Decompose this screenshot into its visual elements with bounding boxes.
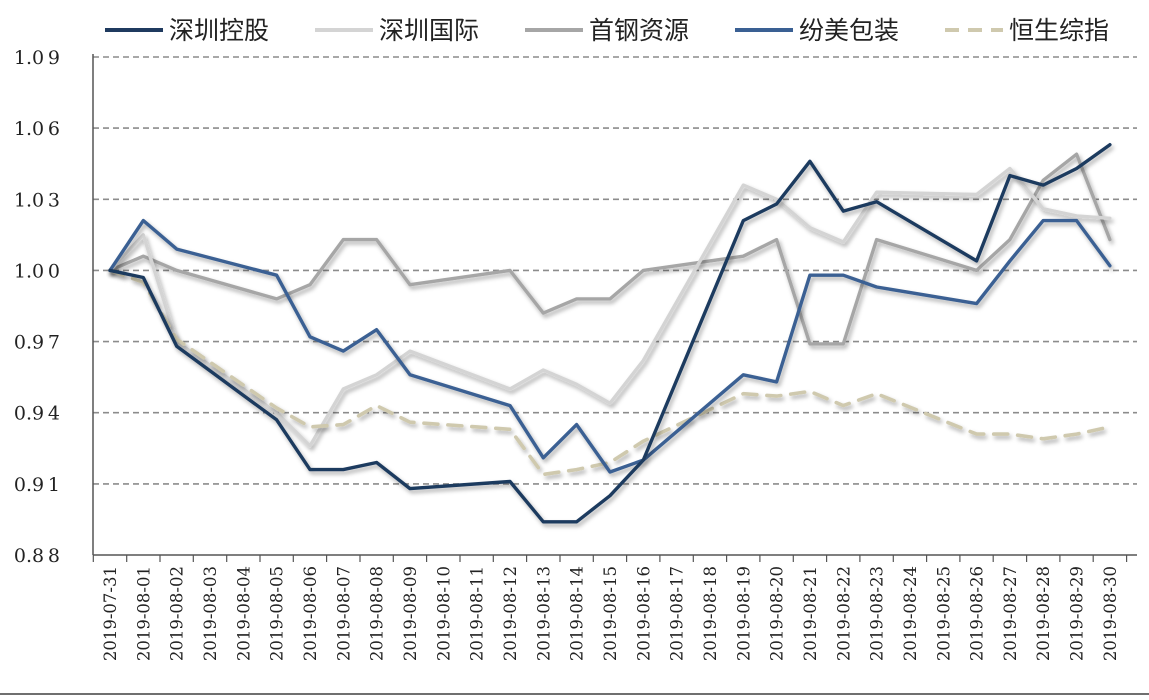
y-tick-label: 0.9 4	[14, 403, 60, 425]
x-tick-label: 2019-08-03	[201, 566, 220, 661]
x-tick-label: 2019-08-22	[834, 566, 853, 661]
x-tick-label: 2019-08-16	[634, 566, 653, 661]
legend-label: 恒生综指	[1009, 16, 1109, 45]
x-tick-label: 2019-08-24	[901, 566, 920, 661]
axes	[92, 54, 1137, 562]
series-line-2	[108, 152, 1112, 346]
x-tick-label: 2019-08-08	[368, 566, 387, 661]
series-line-3	[108, 218, 1112, 474]
y-tick-label: 1.0 6	[14, 118, 60, 140]
legend-label: 纷美包装	[799, 16, 899, 45]
x-tick-label: 2019-08-21	[801, 566, 820, 661]
x-tick-label: 2019-08-13	[534, 566, 553, 661]
x-tick-label: 2019-08-11	[468, 566, 487, 661]
x-tick-label: 2019-08-02	[168, 566, 187, 661]
y-tick-label: 1.0 3	[14, 189, 60, 211]
x-tick-label: 2019-08-23	[868, 566, 887, 661]
x-tick-label: 2019-08-15	[601, 566, 620, 661]
y-tick-label: 1.0 9	[14, 47, 60, 69]
y-tick-label: 1.0 0	[14, 260, 60, 282]
x-tick-label: 2019-08-26	[968, 566, 987, 661]
legend-label: 深圳国际	[379, 16, 479, 45]
y-tick-label: 0.9 1	[14, 474, 60, 496]
x-tick-label: 2019-08-06	[301, 566, 320, 661]
x-axis-tick-labels: 2019-07-31 2019-08-01 2019-08-02 2019-08-03…	[101, 566, 1120, 661]
x-tick-label: 2019-08-14	[568, 566, 587, 661]
y-tick-label: 0.8 8	[14, 545, 60, 567]
y-axis-tick-labels: 0.8 8 0.9 1 0.9 4 0.9 7 1.0 0 1.0 3 1.0 6 1.0 9	[14, 47, 60, 567]
x-tick-label: 2019-08-27	[1001, 566, 1020, 661]
x-tick-label: 2019-07-31	[101, 566, 120, 661]
y-tick-label: 0.9 7	[14, 332, 60, 354]
x-tick-label: 2019-08-17	[668, 566, 687, 661]
x-tick-label: 2019-08-18	[701, 566, 720, 661]
legend-label: 深圳控股	[169, 16, 269, 45]
x-tick-label: 2019-08-28	[1034, 566, 1053, 661]
x-tick-label: 2019-08-05	[268, 566, 287, 661]
legend-label: 首钢资源	[589, 16, 689, 45]
x-tick-label: 2019-08-12	[501, 566, 520, 661]
x-tick-label: 2019-08-01	[134, 566, 153, 661]
x-tick-label: 2019-08-07	[334, 566, 353, 661]
x-tick-label: 2019-08-30	[1101, 566, 1120, 661]
x-tick-label: 2019-08-20	[768, 566, 787, 661]
series-line-1	[108, 166, 1112, 448]
series-line-0	[108, 142, 1112, 524]
legend: 深圳控股 深圳国际 首钢资源 纷美包装 恒生综指	[105, 16, 1109, 45]
x-tick-label: 2019-08-19	[734, 566, 753, 661]
x-tick-label: 2019-08-09	[401, 566, 420, 661]
series-lines	[108, 142, 1112, 524]
x-tick-label: 2019-08-10	[434, 566, 453, 661]
grid-lines	[93, 56, 1137, 485]
x-tick-label: 2019-08-29	[1068, 566, 1087, 661]
series-line-4	[108, 268, 1112, 477]
x-tick-label: 2019-08-04	[234, 566, 253, 661]
x-tick-label: 2019-08-25	[934, 566, 953, 661]
